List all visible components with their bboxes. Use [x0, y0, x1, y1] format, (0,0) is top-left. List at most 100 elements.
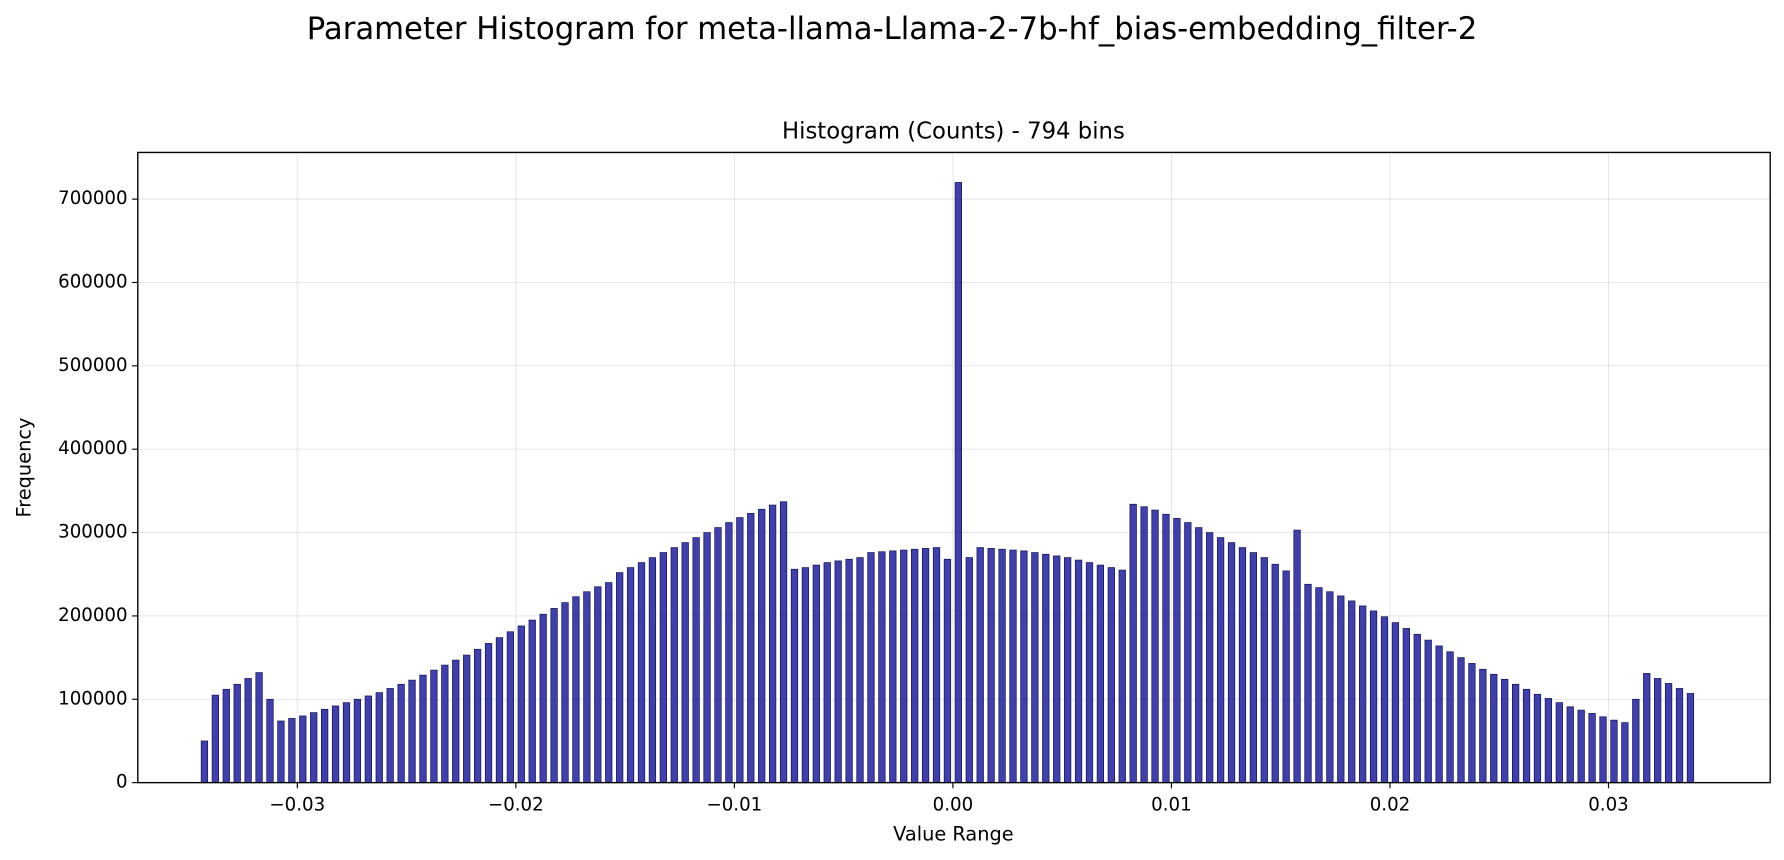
- bar: [1009, 549, 1017, 783]
- bar: [1173, 518, 1181, 783]
- bar: [1162, 513, 1170, 783]
- bar: [1129, 503, 1137, 783]
- bar: [637, 562, 646, 783]
- chart-title: Parameter Histogram for meta-llama-Llama…: [307, 11, 1477, 47]
- bar: [823, 562, 831, 783]
- bar: [1282, 570, 1290, 783]
- bar: [954, 182, 962, 783]
- y-tick-label: 400000: [58, 438, 127, 459]
- x-tick-label: 0.02: [1370, 794, 1411, 815]
- bar: [594, 586, 602, 783]
- bar: [1479, 668, 1487, 783]
- bar: [1621, 722, 1629, 783]
- bar: [703, 532, 711, 783]
- bar: [255, 672, 263, 783]
- bar: [1413, 633, 1421, 783]
- bar: [1337, 595, 1345, 783]
- x-tick-label: 0.00: [933, 794, 974, 815]
- bar: [1064, 557, 1072, 783]
- chart-subtitle: Histogram (Counts) - 794 bins: [782, 118, 1125, 144]
- bar: [878, 551, 886, 783]
- bar: [1304, 583, 1312, 783]
- x-tick-label: 0.03: [1588, 794, 1629, 815]
- bar: [1260, 557, 1268, 783]
- bar: [342, 702, 351, 783]
- bar: [550, 608, 558, 783]
- bar: [1315, 587, 1323, 783]
- bar: [681, 542, 689, 783]
- bar: [408, 679, 416, 783]
- bar: [386, 688, 394, 783]
- bar: [965, 557, 973, 783]
- plot-frame: [137, 151, 1771, 784]
- bar: [1085, 562, 1094, 783]
- bar: [1053, 555, 1061, 783]
- bar: [1522, 688, 1531, 783]
- y-tick-label: 0: [116, 772, 128, 793]
- bar: [943, 558, 952, 783]
- bar: [1435, 645, 1443, 783]
- bar: [779, 501, 788, 783]
- x-tick-label: −0.01: [707, 794, 763, 815]
- bar: [1380, 616, 1389, 783]
- y-tick-label: 600000: [58, 271, 127, 292]
- bar: [321, 708, 329, 783]
- bar: [375, 692, 383, 783]
- bar: [299, 715, 307, 783]
- bar: [1391, 622, 1400, 783]
- bar: [790, 568, 799, 783]
- bar: [495, 637, 504, 783]
- bar: [473, 648, 482, 783]
- bar: [233, 683, 241, 783]
- y-axis-label: Frequency: [13, 418, 36, 518]
- bar: [1654, 678, 1662, 783]
- bar: [1457, 657, 1465, 783]
- bar: [758, 508, 766, 783]
- bar: [539, 613, 547, 783]
- bar: [856, 557, 864, 783]
- bar: [1096, 564, 1105, 783]
- bar: [397, 683, 405, 783]
- bar: [1151, 509, 1159, 783]
- bar: [1042, 553, 1050, 783]
- bar: [1216, 537, 1225, 783]
- bar: [1468, 663, 1476, 783]
- bar: [1118, 569, 1126, 783]
- bar: [200, 740, 209, 783]
- bar: [1195, 527, 1203, 783]
- bar: [616, 572, 624, 783]
- x-tick-label: 0.01: [1151, 794, 1192, 815]
- bar: [1566, 706, 1574, 783]
- x-tick-label: −0.03: [269, 794, 325, 815]
- bar: [452, 659, 460, 783]
- x-tick-label: −0.02: [488, 794, 544, 815]
- bar: [266, 698, 274, 783]
- y-tick-label: 100000: [58, 688, 127, 709]
- y-tick-label: 500000: [58, 355, 127, 376]
- y-tick-label: 700000: [58, 188, 127, 209]
- bar: [310, 712, 318, 783]
- y-tick-label: 300000: [58, 522, 127, 543]
- bar: [1555, 702, 1563, 783]
- bar: [1686, 693, 1695, 783]
- x-axis-label: Value Range: [893, 822, 1013, 845]
- bar: [976, 547, 984, 783]
- bar: [561, 602, 569, 783]
- bar: [1293, 529, 1301, 783]
- bar: [288, 718, 296, 783]
- bar: [1511, 683, 1520, 783]
- bar: [605, 582, 613, 783]
- bar: [244, 678, 252, 783]
- bar: [1227, 542, 1236, 783]
- bar: [1359, 605, 1367, 783]
- bar: [1107, 567, 1115, 783]
- bar: [353, 698, 362, 783]
- bar: [626, 567, 635, 783]
- bar: [463, 654, 471, 783]
- bar: [1031, 552, 1039, 783]
- bar: [1020, 550, 1028, 783]
- bar: [222, 688, 230, 783]
- bar: [1369, 610, 1378, 783]
- bar: [834, 560, 842, 783]
